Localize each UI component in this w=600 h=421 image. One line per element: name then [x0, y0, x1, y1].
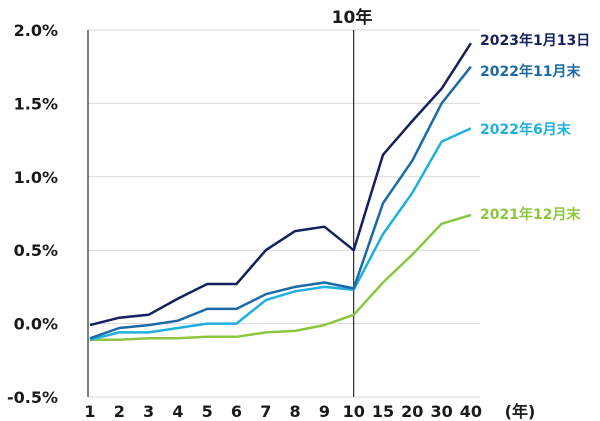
y-tick-labels: -0.5% 0.0% 0.5% 1.0% 1.5% 2.0%	[7, 21, 58, 407]
series-line-3	[90, 213, 472, 341]
gridlines	[88, 29, 480, 398]
x-tick-labels: 1 2 3 4 5 6 7 8 9 10 15 20 30 40	[84, 402, 482, 421]
x-tick-label-4: 5	[202, 402, 213, 421]
x-tick-label-10: 15	[372, 402, 394, 421]
x-tick-label-12: 30	[430, 402, 452, 421]
x-tick-label-3: 4	[172, 402, 183, 421]
legend-label-1: 2022年11月末	[480, 63, 581, 80]
ten-year-annotation: 10年	[332, 7, 373, 28]
x-tick-label-1: 2	[114, 402, 125, 421]
y-tick-label-4: 1.5%	[14, 94, 58, 113]
legend: 2023年1月13日 2022年11月末 2022年6月末 2021年12月末	[480, 32, 590, 223]
axes	[87, 30, 355, 397]
legend-label-2: 2022年6月末	[480, 121, 572, 138]
x-tick-label-13: 40	[460, 402, 482, 421]
y-tick-label-1: 0.0%	[14, 315, 58, 334]
x-tick-label-11: 20	[401, 402, 423, 421]
x-tick-label-0: 1	[84, 402, 95, 421]
series-line-0	[89, 42, 472, 327]
legend-label-3: 2021年12月末	[480, 206, 581, 223]
x-tick-label-8: 9	[319, 402, 330, 421]
y-tick-label-3: 1.0%	[14, 168, 58, 187]
x-axis-label: (年)	[505, 402, 536, 421]
y-tick-label-5: 2.0%	[14, 21, 58, 40]
series-line-1	[89, 65, 472, 340]
y-tick-label-2: 0.5%	[14, 241, 58, 260]
x-tick-label-9: 10	[343, 402, 365, 421]
x-tick-label-2: 3	[143, 402, 154, 421]
x-tick-label-6: 7	[260, 402, 271, 421]
x-tick-label-5: 6	[231, 402, 242, 421]
legend-label-0: 2023年1月13日	[480, 32, 590, 49]
y-tick-label-0: -0.5%	[7, 388, 58, 407]
series-lines	[89, 42, 472, 341]
x-tick-label-7: 8	[290, 402, 301, 421]
series-line-2	[89, 127, 472, 341]
